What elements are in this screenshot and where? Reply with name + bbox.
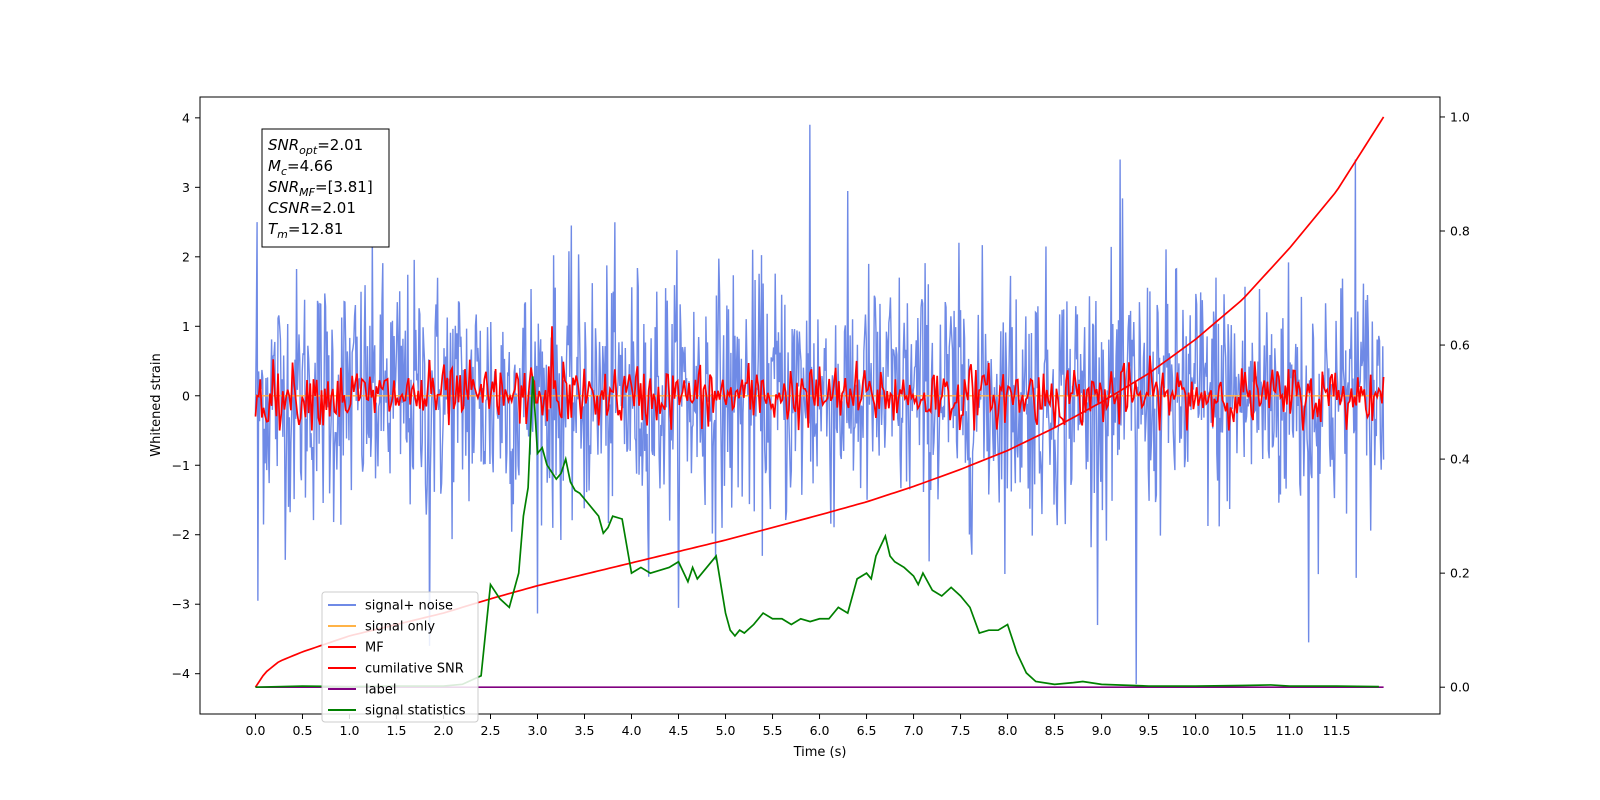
x-tick-label: 9.0	[1092, 723, 1112, 738]
x-tick-label: 6.0	[810, 723, 830, 738]
x-tick-label: 5.0	[716, 723, 736, 738]
x-tick-label: 9.5	[1139, 723, 1159, 738]
x-tick-label: 0.5	[293, 723, 313, 738]
x-tick-label: 2.0	[434, 723, 454, 738]
legend-label: label	[365, 683, 396, 698]
y2-tick-label: 0.2	[1450, 566, 1470, 581]
info-box-frame	[261, 128, 390, 248]
x-tick-label: 10.5	[1229, 723, 1257, 738]
x-tick-label: 1.5	[387, 723, 407, 738]
x-tick-label: 4.0	[622, 723, 642, 738]
y-tick-label: 1	[182, 319, 190, 334]
x-tick-label: 0.0	[246, 723, 266, 738]
legend-label: signal statistics	[365, 704, 466, 719]
y-axis-label: Whitened strain	[149, 353, 164, 456]
y2-tick-label: 0.6	[1450, 338, 1470, 353]
x-tick-label: 11.0	[1276, 723, 1304, 738]
x-tick-label: 4.5	[669, 723, 689, 738]
x-tick-label: 2.5	[481, 723, 501, 738]
legend-label: MF	[365, 641, 384, 656]
series-mf-line	[254, 326, 1385, 431]
legend: signal+ noise signal only MF cumilative SNR…	[321, 591, 479, 723]
legend-label: signal only	[365, 620, 435, 635]
axes: 0.0 0.5 1.0 1.5 2.0 2.5 3.0 3.5 4.0 4.5 5.0 5.5 6.0 6…	[172, 109, 1470, 738]
y2-tick-label: 1.0	[1450, 109, 1470, 124]
legend-label: cumilative SNR	[365, 662, 464, 677]
y-tick-label: −4	[172, 666, 190, 681]
info-line: Mc=4.66	[268, 157, 333, 178]
y2-tick-label: 0.0	[1450, 680, 1470, 695]
info-line: Tm=12.81	[268, 220, 343, 241]
y-tick-label: −2	[172, 527, 190, 542]
x-tick-label: 8.0	[998, 723, 1018, 738]
info-line: SNRopt=2.01	[268, 136, 363, 157]
y-tick-label: 2	[182, 249, 190, 264]
x-tick-label: 10.0	[1182, 723, 1210, 738]
info-line: CSNR=2.01	[268, 199, 356, 217]
y-tick-label: 0	[182, 388, 190, 403]
x-tick-label: 3.0	[528, 723, 548, 738]
x-axis-label: Time (s)	[793, 745, 847, 760]
x-tick-label: 7.0	[904, 723, 924, 738]
series-signal-statistics-line	[255, 376, 1379, 689]
x-tick-label: 7.5	[951, 723, 971, 738]
x-tick-label: 1.0	[340, 723, 360, 738]
x-tick-label: 8.5	[1045, 723, 1065, 738]
y-tick-label: −3	[172, 597, 190, 612]
y2-tick-label: 0.4	[1450, 452, 1470, 467]
legend-label: signal+ noise	[365, 599, 453, 614]
y-tick-label: 3	[182, 180, 190, 195]
y-tick-label: 4	[182, 110, 190, 125]
y2-tick-label: 0.8	[1450, 224, 1470, 239]
legend-frame	[321, 591, 479, 723]
info-line: SNRMF=[3.81]	[268, 178, 373, 199]
x-tick-label: 11.5	[1323, 723, 1351, 738]
y-tick-label: −1	[172, 458, 190, 473]
x-tick-label: 6.5	[857, 723, 877, 738]
x-tick-label: 3.5	[575, 723, 595, 738]
x-tick-label: 5.5	[763, 723, 783, 738]
